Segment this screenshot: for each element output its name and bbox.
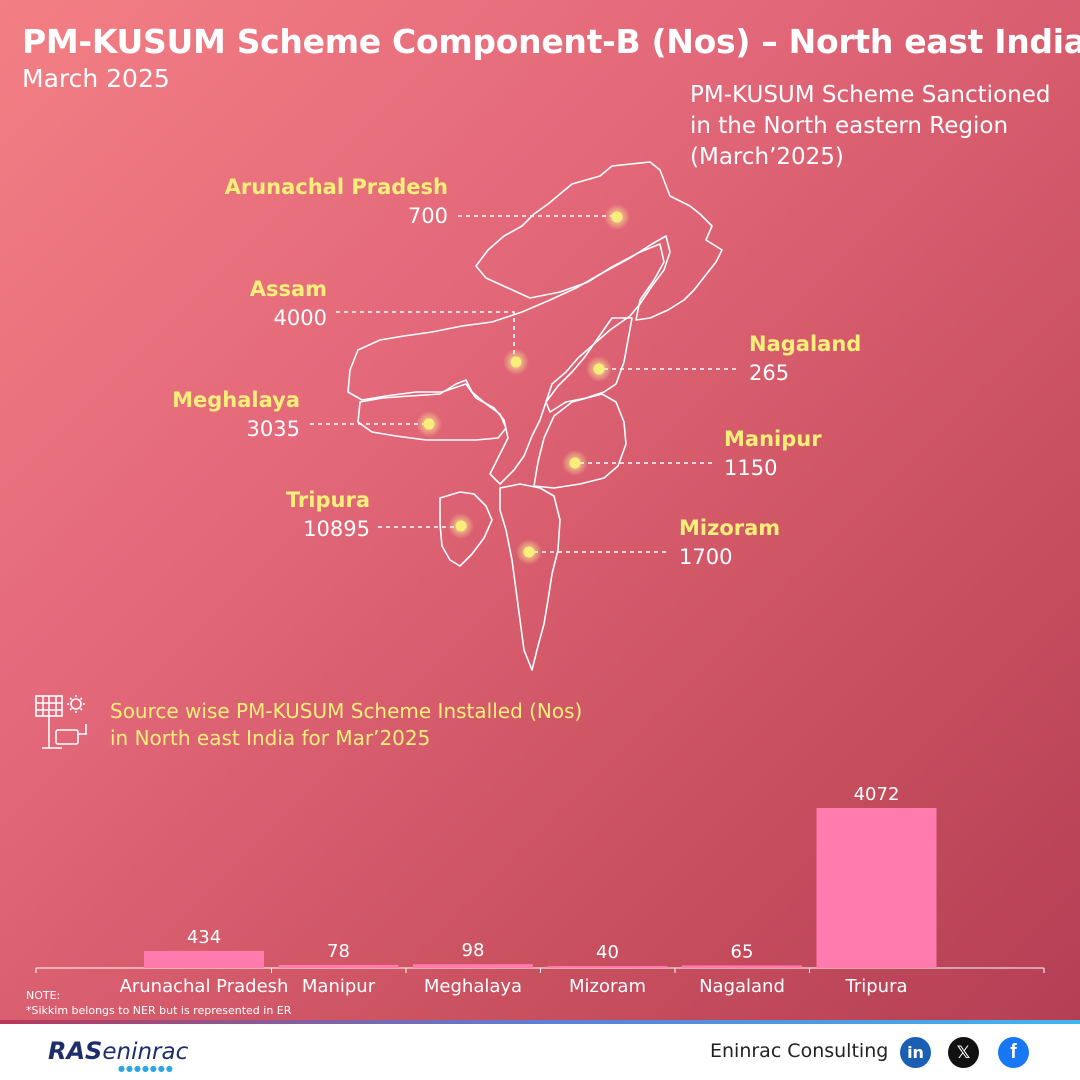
- map-title-line: PM-KUSUM Scheme Sanctioned: [690, 82, 1051, 108]
- page-title: PM-KUSUM Scheme Component-B (Nos) – Nort…: [22, 22, 1080, 61]
- bar-mizoram: [547, 966, 668, 968]
- bar-value-label: 98: [462, 940, 485, 961]
- northeast-india-map: Arunachal Pradesh 700 Assam 4000 Nagalan…: [172, 161, 862, 671]
- marker-tripura: [455, 520, 467, 532]
- state-name-assam: Assam: [250, 277, 327, 301]
- bar-value-label: 4072: [854, 784, 900, 805]
- linkedin-icon[interactable]: in: [900, 1037, 931, 1068]
- installed-title: Source wise PM-KUSUM Scheme Installed (N…: [110, 698, 582, 752]
- state-value-arunachal: 700: [408, 204, 448, 228]
- marker-assam: [510, 356, 522, 368]
- mizoram-outline: [499, 483, 561, 671]
- meghalaya-outline: [357, 379, 507, 441]
- state-value-tripura: 10895: [303, 517, 370, 541]
- category-label: Arunachal Pradesh: [120, 976, 289, 997]
- state-name-manipur: Manipur: [724, 427, 822, 451]
- bar-arunachal-pradesh: [144, 950, 264, 968]
- arunachal-pradesh-outline: [475, 161, 723, 321]
- footer-divider: [0, 1020, 1080, 1024]
- marker-meghalaya: [423, 418, 435, 430]
- marker-manipur: [569, 457, 581, 469]
- category-label: Meghalaya: [424, 976, 522, 997]
- nagaland-outline: [545, 317, 633, 413]
- note: NOTE: *Sikkim belongs to NER but is repr…: [26, 988, 291, 1018]
- category-label: Manipur: [302, 976, 376, 997]
- state-value-manipur: 1150: [724, 456, 777, 480]
- map-title: PM-KUSUM Scheme Sanctioned in the North …: [690, 80, 1070, 173]
- leader-assam: [336, 311, 515, 360]
- state-name-tripura: Tripura: [286, 488, 370, 512]
- company-logo[interactable]: RASeninrac: [48, 1037, 188, 1065]
- bar-value-label: 434: [187, 927, 221, 948]
- bar-value-label: 40: [596, 942, 619, 963]
- installed-bar-chart: 434 Arunachal Pradesh 78 Manipur 98 Meghalaya…: [35, 784, 1045, 997]
- solar-pump-icon: [35, 695, 87, 749]
- logo-dots: ●●●●●●●: [118, 1064, 174, 1073]
- tripura-outline: [439, 491, 493, 567]
- category-label: Nagaland: [699, 976, 785, 997]
- state-value-meghalaya: 3035: [247, 417, 300, 441]
- category-label: Mizoram: [569, 976, 646, 997]
- marker-nagaland: [593, 363, 605, 375]
- state-value-nagaland: 265: [749, 361, 789, 385]
- marker-arunachal: [611, 211, 623, 223]
- marker-mizoram: [523, 546, 535, 558]
- map-title-line: in the North eastern Region: [690, 113, 1009, 139]
- footer: RASeninrac ●●●●●●● Eninrac Consulting in…: [0, 1024, 1080, 1080]
- installed-title-line: Source wise PM-KUSUM Scheme Installed (N…: [110, 699, 583, 723]
- state-name-mizoram: Mizoram: [679, 516, 780, 540]
- bar-tripura: [816, 808, 937, 968]
- facebook-icon[interactable]: f: [998, 1037, 1029, 1068]
- bar-meghalaya: [413, 964, 533, 968]
- bar-manipur: [278, 964, 399, 968]
- state-name-meghalaya: Meghalaya: [172, 388, 300, 412]
- company-name: Eninrac Consulting: [710, 1040, 889, 1062]
- installed-title-line: in North east India for Mar’2025: [110, 726, 431, 750]
- state-name-nagaland: Nagaland: [749, 332, 861, 356]
- state-name-arunachal: Arunachal Pradesh: [225, 175, 448, 199]
- logo-ras: RAS: [48, 1037, 103, 1065]
- manipur-outline: [533, 393, 627, 489]
- note-heading: NOTE:: [26, 989, 61, 1002]
- category-label: Tripura: [844, 976, 907, 997]
- bar-nagaland: [682, 965, 802, 968]
- state-value-assam: 4000: [274, 306, 327, 330]
- x-icon[interactable]: 𝕏: [948, 1037, 979, 1068]
- bar-value-label: 65: [731, 941, 754, 962]
- state-value-mizoram: 1700: [679, 545, 732, 569]
- bar-value-label: 78: [327, 941, 350, 962]
- note-text: *Sikkim belongs to NER but is represente…: [26, 1004, 292, 1017]
- logo-eninrac: eninrac: [102, 1039, 189, 1065]
- page-subtitle: March 2025: [22, 64, 170, 93]
- map-title-line: (March’2025): [690, 144, 844, 170]
